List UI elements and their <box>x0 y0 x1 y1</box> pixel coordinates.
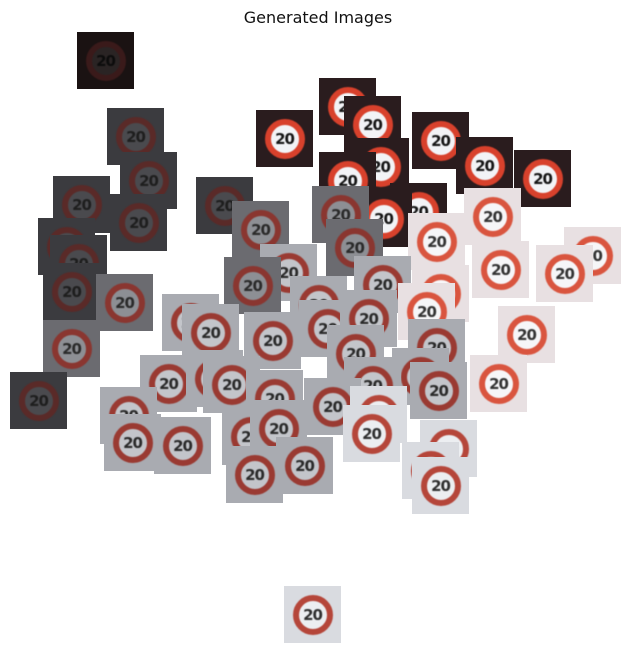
sign-label: 20 <box>517 325 537 344</box>
sign-label: 20 <box>275 129 295 148</box>
speed-limit-sign: 20 <box>162 425 203 466</box>
sign-label: 20 <box>431 476 451 495</box>
speed-limit-sign: 20 <box>480 249 521 290</box>
image-thumbnail: 20 <box>343 405 400 462</box>
speed-limit-sign: 20 <box>190 312 231 353</box>
speed-limit-sign: 20 <box>51 271 92 312</box>
image-thumbnail: 20 <box>104 414 161 471</box>
speed-limit-sign: 20 <box>234 454 275 495</box>
image-thumbnail: 20 <box>514 150 571 207</box>
image-thumbnail: 20 <box>276 437 333 494</box>
image-thumbnail: 20 <box>256 110 313 167</box>
image-thumbnail: 20 <box>10 372 67 429</box>
sign-label: 20 <box>303 605 323 624</box>
sign-label: 20 <box>263 331 283 350</box>
sign-label: 20 <box>243 276 263 295</box>
sign-label: 20 <box>431 131 451 150</box>
speed-limit-sign: 20 <box>112 422 153 463</box>
speed-limit-sign: 20 <box>284 445 325 486</box>
sign-label: 20 <box>429 381 449 400</box>
image-thumbnail: 20 <box>77 32 134 89</box>
sign-label: 20 <box>363 115 383 134</box>
speed-limit-sign: 20 <box>472 196 513 237</box>
sign-label: 20 <box>126 127 146 146</box>
sign-label: 20 <box>139 171 159 190</box>
sign-label: 20 <box>215 196 235 215</box>
speed-limit-sign: 20 <box>252 320 293 361</box>
sign-label: 20 <box>555 264 575 283</box>
speed-limit-sign: 20 <box>85 40 126 81</box>
sign-label: 20 <box>295 456 315 475</box>
speed-limit-sign: 20 <box>232 265 273 306</box>
image-thumbnail: 20 <box>154 417 211 474</box>
sign-label: 20 <box>222 375 242 394</box>
image-thumbnail: 20 <box>43 320 100 377</box>
speed-limit-sign: 20 <box>506 314 547 355</box>
speed-limit-sign: 20 <box>420 120 461 161</box>
image-thumbnail: 20 <box>408 213 465 270</box>
image-thumbnail: 20 <box>456 137 513 194</box>
image-thumbnail: 20 <box>96 274 153 331</box>
speed-limit-sign: 20 <box>292 594 333 635</box>
sign-label: 20 <box>173 436 193 455</box>
sign-label: 20 <box>371 157 391 176</box>
speed-limit-sign: 20 <box>464 145 505 186</box>
speed-limit-sign: 20 <box>544 253 585 294</box>
sign-label: 20 <box>251 220 271 239</box>
sign-label: 20 <box>362 424 382 443</box>
sign-label: 20 <box>115 293 135 312</box>
sign-label: 20 <box>359 309 379 328</box>
figure-title: Generated Images <box>243 8 393 27</box>
image-thumbnail: 20 <box>284 586 341 643</box>
speed-limit-sign: 20 <box>104 282 145 323</box>
sign-label: 20 <box>491 260 511 279</box>
speed-limit-sign: 20 <box>478 363 519 404</box>
sign-label: 20 <box>96 51 116 70</box>
sign-label: 20 <box>129 213 149 232</box>
image-thumbnail: 20 <box>472 241 529 298</box>
speed-limit-sign: 20 <box>420 465 461 506</box>
image-thumbnail: 20 <box>226 446 283 503</box>
sign-label: 20 <box>159 374 179 393</box>
speed-limit-sign: 20 <box>115 116 156 157</box>
sign-label: 20 <box>533 169 553 188</box>
sign-label: 20 <box>72 195 92 214</box>
image-thumbnail: 20 <box>43 263 100 320</box>
speed-limit-sign: 20 <box>211 364 252 405</box>
image-thumbnail: 20 <box>536 245 593 302</box>
sign-label: 20 <box>62 282 82 301</box>
sign-label: 20 <box>62 339 82 358</box>
speed-limit-sign: 20 <box>416 221 457 262</box>
sign-label: 20 <box>338 171 358 190</box>
sign-label: 20 <box>475 156 495 175</box>
sign-label: 20 <box>483 207 503 226</box>
image-thumbnail: 20 <box>464 188 521 245</box>
sign-label: 20 <box>269 419 289 438</box>
sign-label: 20 <box>323 397 343 416</box>
sign-label: 20 <box>201 323 221 342</box>
sign-label: 20 <box>489 374 509 393</box>
speed-limit-sign: 20 <box>418 370 459 411</box>
speed-limit-sign: 20 <box>18 380 59 421</box>
speed-limit-sign: 20 <box>118 202 159 243</box>
speed-limit-sign: 20 <box>351 413 392 454</box>
speed-limit-sign: 20 <box>264 118 305 159</box>
image-thumbnail: 20 <box>498 306 555 363</box>
sign-label: 20 <box>29 391 49 410</box>
speed-limit-sign: 20 <box>51 328 92 369</box>
speed-limit-sign: 20 <box>312 386 353 427</box>
sign-label: 20 <box>245 465 265 484</box>
sign-label: 20 <box>123 433 143 452</box>
speed-limit-sign: 20 <box>522 158 563 199</box>
image-thumbnail: 20 <box>110 194 167 251</box>
sign-label: 20 <box>373 275 393 294</box>
image-thumbnail: 20 <box>410 362 467 419</box>
image-thumbnail: 20 <box>470 355 527 412</box>
sign-label: 20 <box>417 302 437 321</box>
sign-label: 20 <box>345 238 365 257</box>
image-thumbnail: 20 <box>412 457 469 514</box>
sign-label: 20 <box>427 232 447 251</box>
